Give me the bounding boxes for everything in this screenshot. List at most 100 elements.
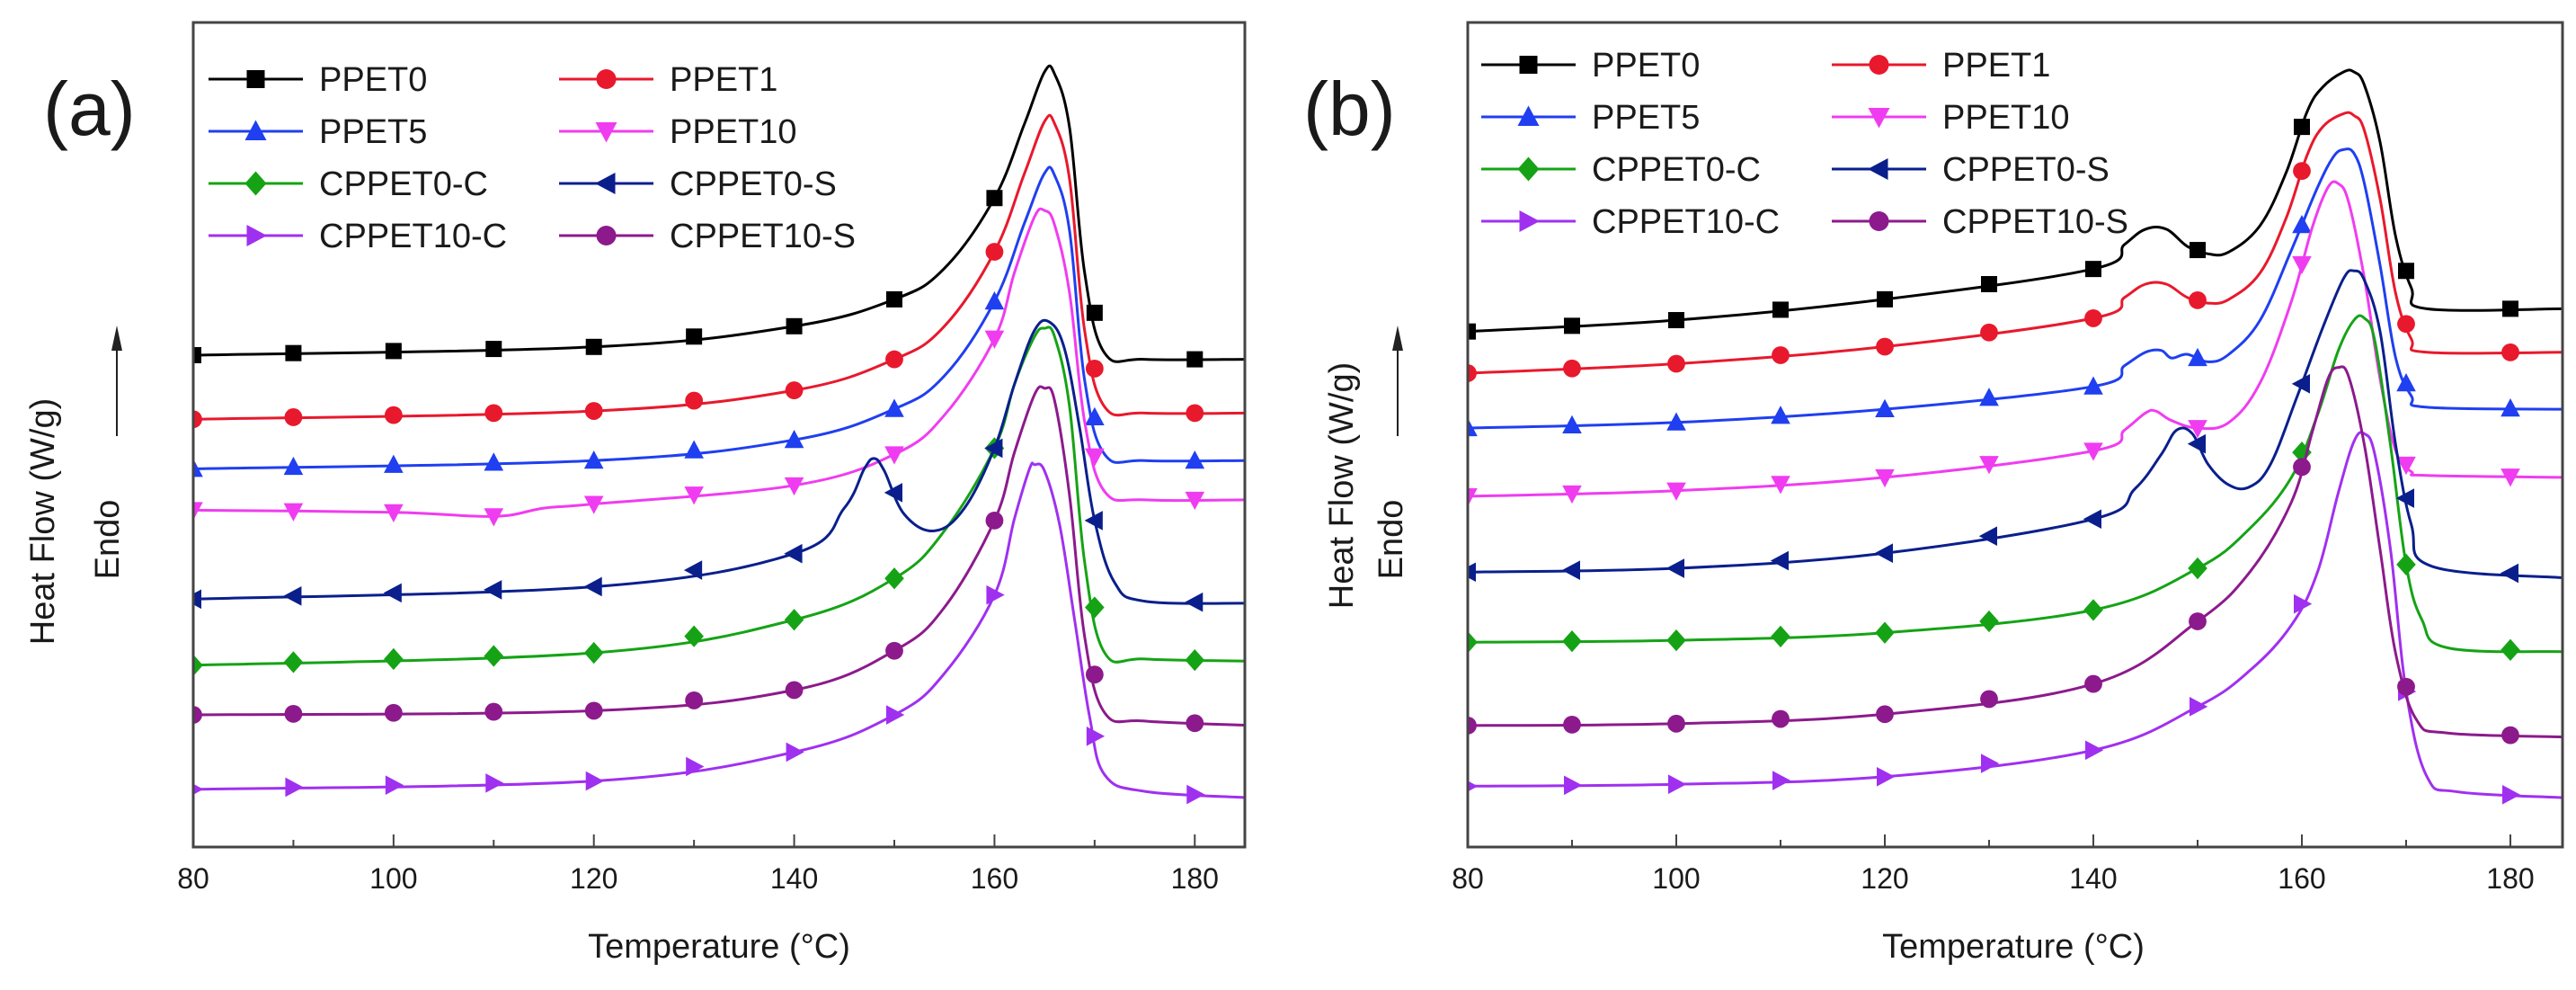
panel-a-marker-ppet10-90 [283, 503, 304, 522]
panel-b-marker-cppet0-s-130 [1978, 526, 1997, 547]
panel-b-line-ppet5 [1468, 147, 2563, 430]
panel-b-marker-ppet1-130 [1980, 323, 1998, 342]
panel-a-legend-marker-ppet10 [595, 122, 617, 143]
panel-a-xtick-label-80: 80 [177, 862, 209, 895]
panel-b-marker-ppet10-170 [2396, 456, 2416, 476]
panel-a-marker-cppet0-s-90 [283, 586, 302, 606]
panel-a-marker-ppet1-180 [1186, 404, 1204, 423]
panel-a-marker-cppet0-c-80 [193, 654, 203, 676]
panel-a-marker-ppet10-150 [884, 446, 904, 465]
panel-b-legend-marker-ppet5 [1517, 105, 1540, 126]
panel-a-marker-cppet10-s-150 [885, 641, 903, 660]
panel-b-marker-ppet10-100 [1666, 482, 1686, 501]
panel-a-marker-ppet1-160 [985, 243, 1004, 261]
panel-b-marker-ppet10-80 [1468, 487, 1478, 507]
panel-a-legend-item-ppet0: PPET0 [209, 61, 427, 99]
panel-a-legend-label-cppet0-s: CPPET0-S [670, 165, 837, 203]
panel-b-marker-ppet5-180 [2500, 397, 2520, 417]
panel-b-marker-ppet1-170 [2397, 315, 2415, 334]
panel-b-legend-marker-cppet0-c [1517, 156, 1540, 182]
panel-b-marker-ppet5-160 [2292, 215, 2312, 234]
panel-b-legend-item-cppet10-c: CPPET10-C [1481, 203, 1780, 241]
panel-b-marker-cppet10-c-120 [1877, 767, 1896, 787]
panel-b-marker-cppet0-s-140 [2083, 509, 2101, 530]
panel-a-xtick-label-100: 100 [369, 862, 417, 895]
panel-a-marker-cppet10-s-90 [284, 704, 303, 723]
panel-a-series-ppet5 [193, 165, 1245, 477]
panel-a: (a) Heat Flow (W/g) Endo 80 100 120 140 160 1… [24, 21, 1247, 966]
panel-b-marker-ppet1-180 [2501, 343, 2519, 361]
panel-a-legend-label-cppet10-c: CPPET10-C [319, 218, 507, 255]
panel-a-marker-cppet10-s-130 [685, 691, 704, 709]
panel-b-marker-cppet0-s-110 [1770, 550, 1789, 571]
panel-b-legend-label-ppet10: PPET10 [1942, 99, 2070, 137]
panel-a-series-cppet0-s [193, 318, 1245, 612]
panel-a-marker-ppet10-120 [583, 495, 604, 514]
panel-a-xtick-label-140: 140 [770, 862, 818, 895]
panel-a-legend: PPET0 PPET1 PPET5 PPET10 CPPET0-C CPPET0-S CPP… [209, 61, 856, 255]
panel-b-marker-ppet0-140 [2085, 261, 2101, 278]
panel-a-marker-cppet0-c-170 [1085, 596, 1105, 619]
panel-a-marker-ppet5-150 [884, 398, 904, 417]
panel-a-marker-cppet10-s-170 [1085, 665, 1104, 684]
panel-a-marker-cppet10-c-150 [886, 705, 905, 725]
panel-b-series-ppet5 [1468, 147, 2563, 437]
panel-b-legend-item-ppet5: PPET5 [1481, 99, 1700, 137]
panel-b-marker-ppet0-80 [1468, 323, 1476, 340]
panel-a-marker-cppet0-s-100 [383, 583, 402, 603]
panel-b-marker-cppet0-c-110 [1771, 625, 1790, 648]
panel-a-marker-cppet10-s-80 [193, 706, 202, 724]
panel-a-marker-ppet5-110 [484, 452, 504, 471]
panel-b-marker-cppet0-c-80 [1468, 631, 1478, 654]
panel-b-marker-ppet1-150 [2189, 291, 2207, 309]
panel-a-marker-ppet10-140 [784, 477, 804, 496]
panel-a-legend-marker-cppet0-c [244, 171, 267, 196]
panel-b-marker-ppet10-150 [2188, 420, 2207, 439]
panel-a-marker-cppet0-c-180 [1185, 648, 1205, 672]
panel-b-marker-cppet0-s-100 [1666, 558, 1684, 578]
panel-b-marker-ppet0-90 [1564, 317, 1580, 334]
panel-a-marker-cppet0-s-130 [683, 560, 703, 580]
panel-b-marker-ppet0-170 [2398, 263, 2414, 280]
panel-a-marker-cppet0-c-110 [484, 645, 504, 667]
panel-a-marker-cppet0-s-150 [884, 483, 902, 503]
panel-b-legend-label-ppet1: PPET1 [1942, 47, 2050, 85]
panel-b-x-ticks: 80 100 120 140 160 180 [1452, 834, 2535, 895]
panel-a-legend-label-ppet0: PPET0 [319, 61, 427, 99]
panel-a-marker-cppet0-s-170 [1084, 511, 1103, 531]
panel-a-marker-ppet5-100 [384, 454, 404, 473]
panel-b-line-ppet1 [1468, 111, 2563, 375]
panel-a-marker-ppet5-80 [193, 459, 203, 477]
panel-a-legend-item-cppet10-s: CPPET10-S [559, 218, 856, 255]
panel-b-marker-cppet10-s-140 [2084, 674, 2102, 693]
panel-a-label: (a) [43, 67, 136, 151]
panel-b-marker-ppet5-80 [1468, 417, 1478, 437]
panel-a-line-cppet0-s [193, 318, 1245, 605]
panel-b-marker-cppet0-s-90 [1561, 560, 1580, 580]
panel-a-marker-cppet0-c-120 [583, 641, 604, 664]
panel-a-marker-ppet1-120 [584, 402, 603, 420]
panel-a-x-ticks: 80 100 120 140 160 180 [177, 834, 1219, 895]
panel-b-legend-marker-cppet0-s [1868, 158, 1888, 180]
panel-a-marker-cppet10-s-160 [985, 512, 1004, 530]
panel-b-marker-ppet0-120 [1877, 290, 1893, 308]
panel-a-marker-cppet10-c-110 [485, 773, 504, 793]
panel-b-marker-cppet0-c-150 [2188, 557, 2207, 580]
panel-a-marker-cppet0-c-90 [283, 651, 304, 673]
panel-a-marker-cppet10-c-140 [786, 742, 804, 763]
panel-b-marker-cppet10-s-80 [1468, 717, 1477, 735]
panel-b-legend-item-ppet10: PPET10 [1832, 99, 2070, 137]
panel-b-legend-label-cppet10-s: CPPET10-S [1942, 203, 2128, 241]
panel-b-marker-cppet0-s-120 [1874, 543, 1893, 563]
panel-b-xtick-label-160: 160 [2278, 862, 2325, 895]
panel-b-marker-ppet1-80 [1468, 364, 1477, 382]
panel-a-marker-ppet0-180 [1186, 351, 1204, 368]
panel-b-marker-ppet10-160 [2292, 255, 2312, 275]
panel-a-xlabel: Temperature (°C) [588, 928, 850, 966]
panel-b-marker-ppet10-120 [1875, 468, 1895, 488]
panel-b-plot-frame [1466, 21, 2564, 849]
panel-b-series-ppet1 [1468, 111, 2563, 382]
panel-a-legend-item-cppet0-c: CPPET0-C [209, 165, 488, 203]
panel-a-xtick-label-180: 180 [1171, 862, 1219, 895]
panel-b-xtick-label-140: 140 [2069, 862, 2117, 895]
